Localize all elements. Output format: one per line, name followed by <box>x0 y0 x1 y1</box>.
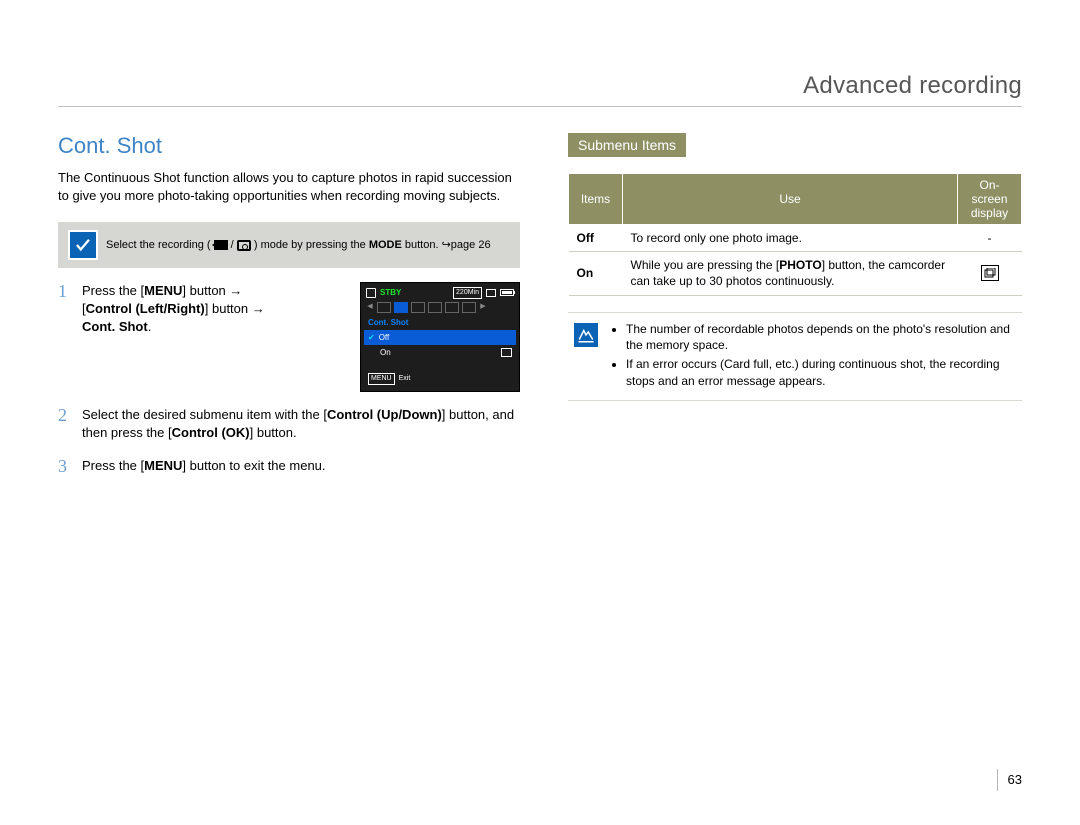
step-number: 3 <box>58 457 70 477</box>
page-number: 63 <box>997 769 1022 791</box>
mode-note: Select the recording ( / ) mode by press… <box>58 222 520 268</box>
lcd-option-on: On <box>364 345 516 360</box>
intro-paragraph: The Continuous Shot function allows you … <box>58 169 520 204</box>
camera-icon <box>237 240 251 251</box>
note-icon <box>572 321 600 349</box>
step-2: 2 Select the desired submenu item with t… <box>58 406 520 442</box>
cont-shot-icon <box>501 348 512 357</box>
page-header: Advanced recording <box>58 72 1022 107</box>
table-header-display: On-screen display <box>958 174 1022 225</box>
card-icon <box>366 288 376 298</box>
note-item: If an error occurs (Card full, etc.) dur… <box>626 356 1018 390</box>
storage-icon <box>486 289 496 297</box>
step-number: 2 <box>58 406 70 442</box>
lcd-menu-title: Cont. Shot <box>364 315 516 330</box>
submenu-table: Items Use On-screen display Off To recor… <box>568 173 1022 296</box>
time-remaining: 220Min <box>453 287 482 299</box>
lcd-option-off: ✔ Off <box>364 330 516 345</box>
exit-label: Exit <box>399 374 411 384</box>
camera-lcd-preview: STBY 220Min ◀ ▶ Cont. Shot <box>360 282 520 392</box>
table-row: Off To record only one photo image. - <box>569 225 1022 252</box>
stby-label: STBY <box>380 287 401 298</box>
cont-shot-display-icon <box>981 265 999 281</box>
menu-button-label: MENU <box>368 373 395 385</box>
battery-icon <box>500 289 514 296</box>
right-arrow-icon: ▶ <box>479 302 487 313</box>
checkmark-icon: ✔ <box>368 332 375 343</box>
video-icon <box>214 240 228 250</box>
check-icon <box>68 230 98 260</box>
step-1: 1 Press the [MENU] button → [Control (Le… <box>58 282 520 392</box>
mode-note-text: Select the recording ( / ) mode by press… <box>106 238 491 252</box>
table-row: On While you are pressing the [PHOTO] bu… <box>569 252 1022 295</box>
table-header-items: Items <box>569 174 623 225</box>
step-number: 1 <box>58 282 70 392</box>
note-item: The number of recordable photos depends … <box>626 321 1018 355</box>
note-box: The number of recordable photos depends … <box>568 312 1022 401</box>
left-arrow-icon: ◀ <box>366 302 374 313</box>
table-header-use: Use <box>623 174 958 225</box>
section-title: Cont. Shot <box>58 133 520 159</box>
submenu-items-badge: Submenu Items <box>568 133 686 157</box>
selected-mode-icon <box>394 302 408 313</box>
step-3: 3 Press the [MENU] button to exit the me… <box>58 457 520 477</box>
